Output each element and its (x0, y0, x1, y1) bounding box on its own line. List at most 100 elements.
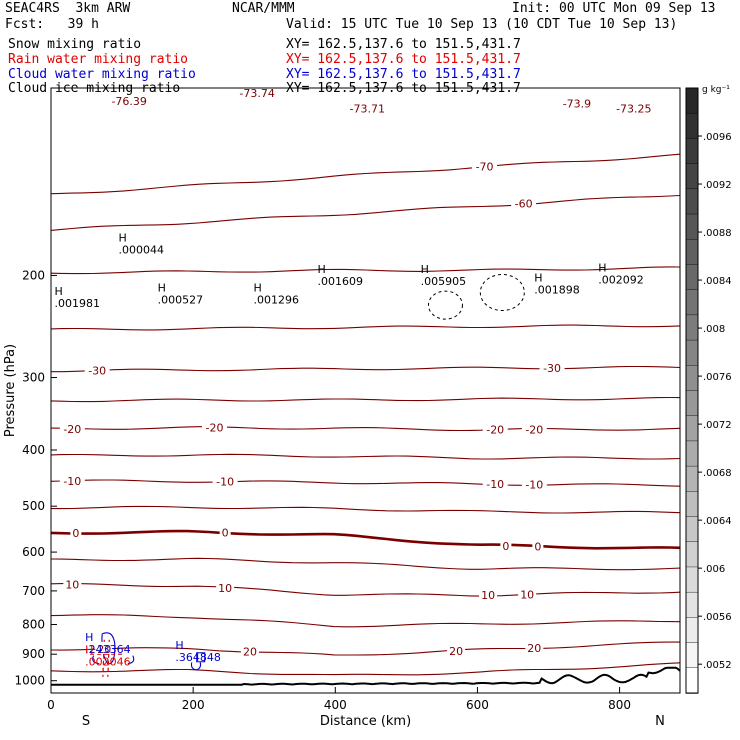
isotherm-line (50, 324, 681, 331)
x-tick-label: 800 (608, 698, 631, 712)
isotherm-label: 20 (449, 645, 463, 658)
isotherm-label: -20 (486, 424, 504, 437)
x-tick-label: 400 (324, 698, 347, 712)
isotherm-line (50, 529, 681, 550)
isotherm-line (50, 453, 681, 460)
colorbar-label: .0084 (703, 276, 732, 287)
colorbar-swatch (685, 541, 699, 568)
cloud-water-contour (196, 652, 206, 663)
isotherm-line (50, 614, 681, 628)
isotherm-label: -20 (205, 422, 223, 435)
colorbar-swatch (685, 642, 699, 669)
colorbar-swatch (685, 314, 699, 341)
isotherm-line (50, 396, 681, 403)
isotherm-label: 0 (534, 540, 541, 553)
y-tick-label: 700 (22, 584, 45, 598)
colorbar-label: .008 (703, 324, 725, 335)
x-axis-title: Distance (km) (320, 714, 411, 729)
colorbar-label: .0072 (703, 420, 732, 431)
colorbar-label: .0092 (703, 180, 732, 191)
isotherm-line (50, 153, 681, 195)
x-tick-label: 200 (182, 698, 205, 712)
field-rain-name: Rain water mixing ratio (8, 52, 189, 67)
isotherm-line (50, 194, 681, 231)
top-value-label: -73.9 (563, 97, 591, 110)
isotherm-label: -20 (63, 423, 81, 436)
colorbar-swatch (685, 465, 699, 493)
max-value-label: .005905 (421, 275, 467, 288)
x-tick-label: 600 (466, 698, 489, 712)
max-value-label: .001898 (534, 283, 580, 296)
colorbar-swatch (685, 440, 699, 467)
end-label-north: N (655, 714, 665, 729)
isotherm-label: 10 (218, 582, 232, 595)
field-cloudwater-xy: XY= 162.5,137.6 to 151.5,431.7 (286, 67, 521, 82)
isotherm-line (50, 557, 681, 571)
max-value-label: .001609 (318, 275, 364, 288)
rain-water-contour (107, 639, 110, 677)
isotherm-label-bg (447, 643, 466, 656)
isotherm-line (50, 426, 681, 432)
colorbar-swatch (685, 566, 699, 593)
isotherm-label: -10 (525, 478, 543, 491)
y-axis-title: Pressure (hPa) (3, 344, 18, 437)
colorbar-frame (685, 87, 699, 694)
max-value-label: .243364 (85, 643, 131, 656)
max-marker: H (598, 262, 606, 275)
isotherm-line (50, 662, 681, 676)
max-value-label: .000527 (158, 294, 204, 307)
max-marker: H (85, 631, 93, 644)
colorbar-swatch (685, 491, 699, 518)
isotherm-label-bg (216, 580, 235, 593)
max-marker: H (55, 285, 63, 298)
y-tick-label: 600 (22, 545, 45, 559)
cloud-water-contour (92, 655, 100, 665)
isotherm-label-bg (70, 525, 82, 538)
colorbar-label: .0064 (703, 516, 732, 527)
colorbar-swatch (685, 213, 699, 240)
rain-water-contour (102, 639, 105, 677)
isotherm-label-bg (472, 159, 498, 172)
isotherm-label-bg (219, 525, 231, 538)
max-value-label: .002046 (85, 655, 131, 668)
max-marker: H (421, 263, 429, 276)
isotherm-label-bg (84, 363, 110, 376)
field-snow-name: Snow mixing ratio (8, 37, 142, 52)
max-value-label: .000044 (119, 244, 165, 257)
end-label-south: S (82, 714, 90, 729)
isotherm-label-bg (518, 587, 537, 600)
colorbar-unit: g kg⁻¹ (702, 85, 730, 95)
model-title: SEAC4RS 3km ARW (5, 1, 131, 16)
cloud-ice-contour (427, 290, 463, 320)
isotherm-label: -10 (486, 478, 504, 491)
isotherm-label: 20 (243, 645, 257, 658)
max-marker: H (119, 232, 127, 245)
top-value-label: -73.74 (239, 87, 274, 100)
y-tick-label: 900 (22, 647, 45, 661)
isotherm-label: 20 (527, 642, 541, 655)
plot-frame (50, 87, 681, 694)
isotherm-label: -20 (525, 423, 543, 436)
max-marker: H (175, 639, 183, 652)
isotherm-label-bg (95, 641, 114, 654)
cloud-ice-contour (479, 273, 525, 311)
x-tick-label: 0 (47, 698, 55, 712)
colorbar-swatch (685, 113, 699, 140)
isotherm-label: 10 (65, 579, 79, 592)
isotherm-label-bg (63, 577, 82, 590)
isotherm-label: 0 (502, 540, 509, 553)
isotherm-label: 20 (97, 643, 111, 656)
colorbar-label: .0068 (703, 468, 732, 479)
isotherm-line (50, 641, 680, 656)
cloud-water-contour (127, 655, 135, 665)
max-value-label: .002092 (598, 274, 644, 287)
isotherm-label-bg (479, 587, 498, 600)
max-marker: H (158, 282, 166, 295)
isotherm-label: -30 (88, 364, 106, 377)
isotherm-line (50, 266, 681, 275)
y-tick-label: 800 (22, 618, 45, 632)
isotherm-label: 10 (481, 589, 495, 602)
isotherm-label: 0 (72, 527, 79, 540)
cloud-water-contour (190, 662, 202, 671)
